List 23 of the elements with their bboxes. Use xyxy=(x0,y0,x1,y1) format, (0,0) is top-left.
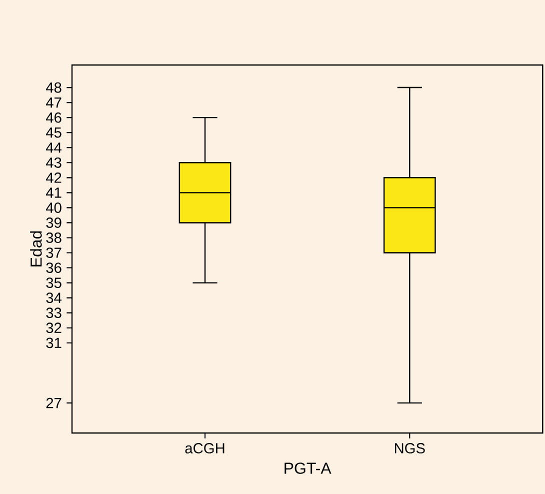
y-tick-label: 27 xyxy=(46,398,62,408)
x-tick-label: aCGH xyxy=(185,443,224,454)
y-tick-label: 40 xyxy=(46,202,62,213)
y-tick-label: 43 xyxy=(46,157,62,168)
y-tick-label: 39 xyxy=(46,218,62,228)
y-tick-label: 33 xyxy=(46,308,62,318)
y-tick-label: 32 xyxy=(46,322,62,334)
y-tick-label: 34 xyxy=(46,292,62,304)
y-tick-label: 44 xyxy=(46,142,62,153)
y-axis-title: Edad xyxy=(30,231,42,266)
x-tick-label: NGS xyxy=(394,443,425,454)
y-tick-label: 47 xyxy=(46,98,62,108)
y-tick-label: 37 xyxy=(46,248,62,258)
y-tick-label: 41 xyxy=(46,188,62,198)
y-tick-label: 48 xyxy=(46,82,62,93)
y-tick-label: 36 xyxy=(46,262,62,273)
y-tick-label: 46 xyxy=(46,112,62,123)
x-axis-title: PGT-A xyxy=(284,462,332,474)
y-tick-label: 35 xyxy=(46,278,62,288)
y-tick-label: 31 xyxy=(46,338,62,348)
y-tick-label: 38 xyxy=(46,232,62,243)
y-tick-label: 42 xyxy=(46,172,62,183)
y-tick-label: 45 xyxy=(46,127,62,138)
